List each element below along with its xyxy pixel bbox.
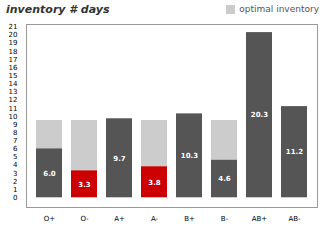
svg-text:3.8: 3.8: [148, 179, 161, 187]
svg-text:17: 17: [9, 56, 18, 64]
svg-text:6: 6: [13, 145, 18, 153]
svg-text:5: 5: [13, 153, 17, 161]
svg-text:O+: O+: [44, 215, 56, 223]
svg-text:O-: O-: [80, 215, 89, 223]
svg-text:10: 10: [9, 113, 18, 121]
svg-text:9: 9: [13, 121, 17, 129]
svg-text:3: 3: [13, 170, 17, 178]
svg-text:4.6: 4.6: [218, 175, 231, 183]
svg-text:11: 11: [9, 105, 18, 113]
svg-text:20: 20: [9, 31, 18, 39]
svg-text:18: 18: [9, 48, 18, 56]
svg-text:B-: B-: [221, 215, 229, 223]
svg-text:AB+: AB+: [252, 215, 268, 223]
svg-text:10.3: 10.3: [181, 152, 198, 160]
svg-text:21: 21: [9, 23, 18, 31]
svg-text:8: 8: [13, 129, 17, 137]
svg-text:15: 15: [9, 72, 18, 80]
svg-text:3.3: 3.3: [78, 181, 91, 189]
html-text:inventory # days: inventory # days: [6, 2, 110, 16]
svg-text:1: 1: [13, 186, 17, 194]
svg-text:7: 7: [13, 137, 17, 145]
svg-text:2: 2: [13, 178, 17, 186]
svg-text:12: 12: [9, 96, 18, 104]
svg-text:9.7: 9.7: [113, 155, 126, 163]
svg-text:11.2: 11.2: [286, 148, 303, 156]
svg-text:A-: A-: [151, 215, 159, 223]
svg-text:AB-: AB-: [288, 215, 301, 223]
svg-text:0: 0: [13, 194, 17, 202]
svg-text:6.0: 6.0: [43, 170, 56, 178]
svg-text:20.3: 20.3: [251, 111, 268, 119]
svg-text:13: 13: [9, 88, 18, 96]
svg-text:B+: B+: [184, 215, 195, 223]
html-text:optimal inventory: optimal inventory: [239, 4, 319, 14]
svg-text:14: 14: [9, 80, 18, 88]
svg-text:4: 4: [13, 161, 18, 169]
svg-text:16: 16: [9, 64, 18, 72]
svg-text:A+: A+: [114, 215, 125, 223]
svg-text:19: 19: [9, 39, 18, 47]
